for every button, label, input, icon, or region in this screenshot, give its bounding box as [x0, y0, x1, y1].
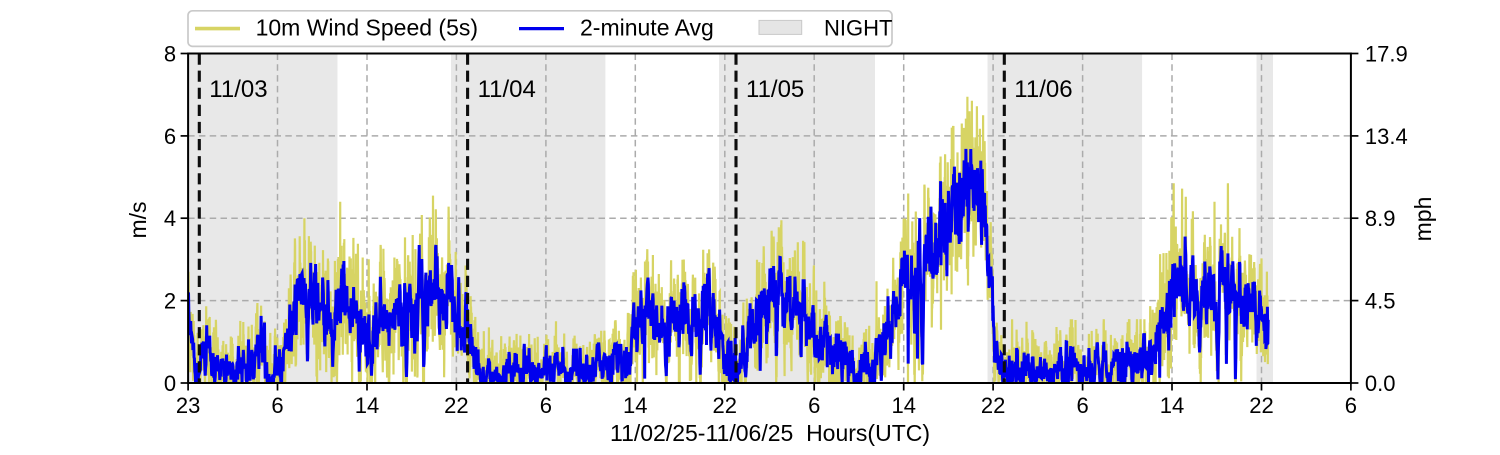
svg-text:m/s: m/s	[125, 201, 151, 238]
svg-text:6: 6	[808, 393, 820, 418]
svg-text:6: 6	[1345, 393, 1357, 418]
svg-text:6: 6	[1076, 393, 1088, 418]
svg-text:11/03: 11/03	[209, 76, 267, 103]
svg-text:6: 6	[164, 124, 176, 149]
svg-text:2-minute Avg: 2-minute Avg	[580, 15, 714, 41]
svg-text:mph: mph	[1410, 197, 1436, 242]
svg-text:0: 0	[164, 371, 176, 396]
svg-text:14: 14	[891, 393, 915, 418]
svg-text:22: 22	[1249, 393, 1273, 418]
svg-text:8: 8	[164, 42, 176, 67]
svg-text:0.0: 0.0	[1365, 371, 1396, 396]
svg-text:13.4: 13.4	[1365, 124, 1408, 149]
svg-text:11/05: 11/05	[746, 76, 804, 103]
svg-text:6: 6	[540, 393, 552, 418]
svg-text:14: 14	[355, 393, 379, 418]
svg-text:14: 14	[623, 393, 647, 418]
svg-text:22: 22	[713, 393, 737, 418]
svg-text:22: 22	[981, 393, 1005, 418]
svg-text:23: 23	[176, 393, 200, 418]
svg-text:10m Wind Speed (5s): 10m Wind Speed (5s)	[256, 15, 478, 41]
svg-text:4: 4	[164, 206, 176, 231]
svg-text:11/04: 11/04	[478, 76, 536, 103]
svg-text:8.9: 8.9	[1365, 206, 1396, 231]
svg-text:14: 14	[1160, 393, 1184, 418]
svg-text:6: 6	[271, 393, 283, 418]
svg-text:11/02/25-11/06/25 Hours(UTC): 11/02/25-11/06/25 Hours(UTC)	[610, 420, 930, 446]
svg-text:17.9: 17.9	[1365, 42, 1408, 67]
svg-text:22: 22	[444, 393, 468, 418]
svg-text:NIGHT: NIGHT	[824, 15, 892, 40]
svg-text:2: 2	[164, 289, 176, 314]
svg-text:4.5: 4.5	[1365, 289, 1396, 314]
svg-text:11/06: 11/06	[1014, 76, 1072, 103]
